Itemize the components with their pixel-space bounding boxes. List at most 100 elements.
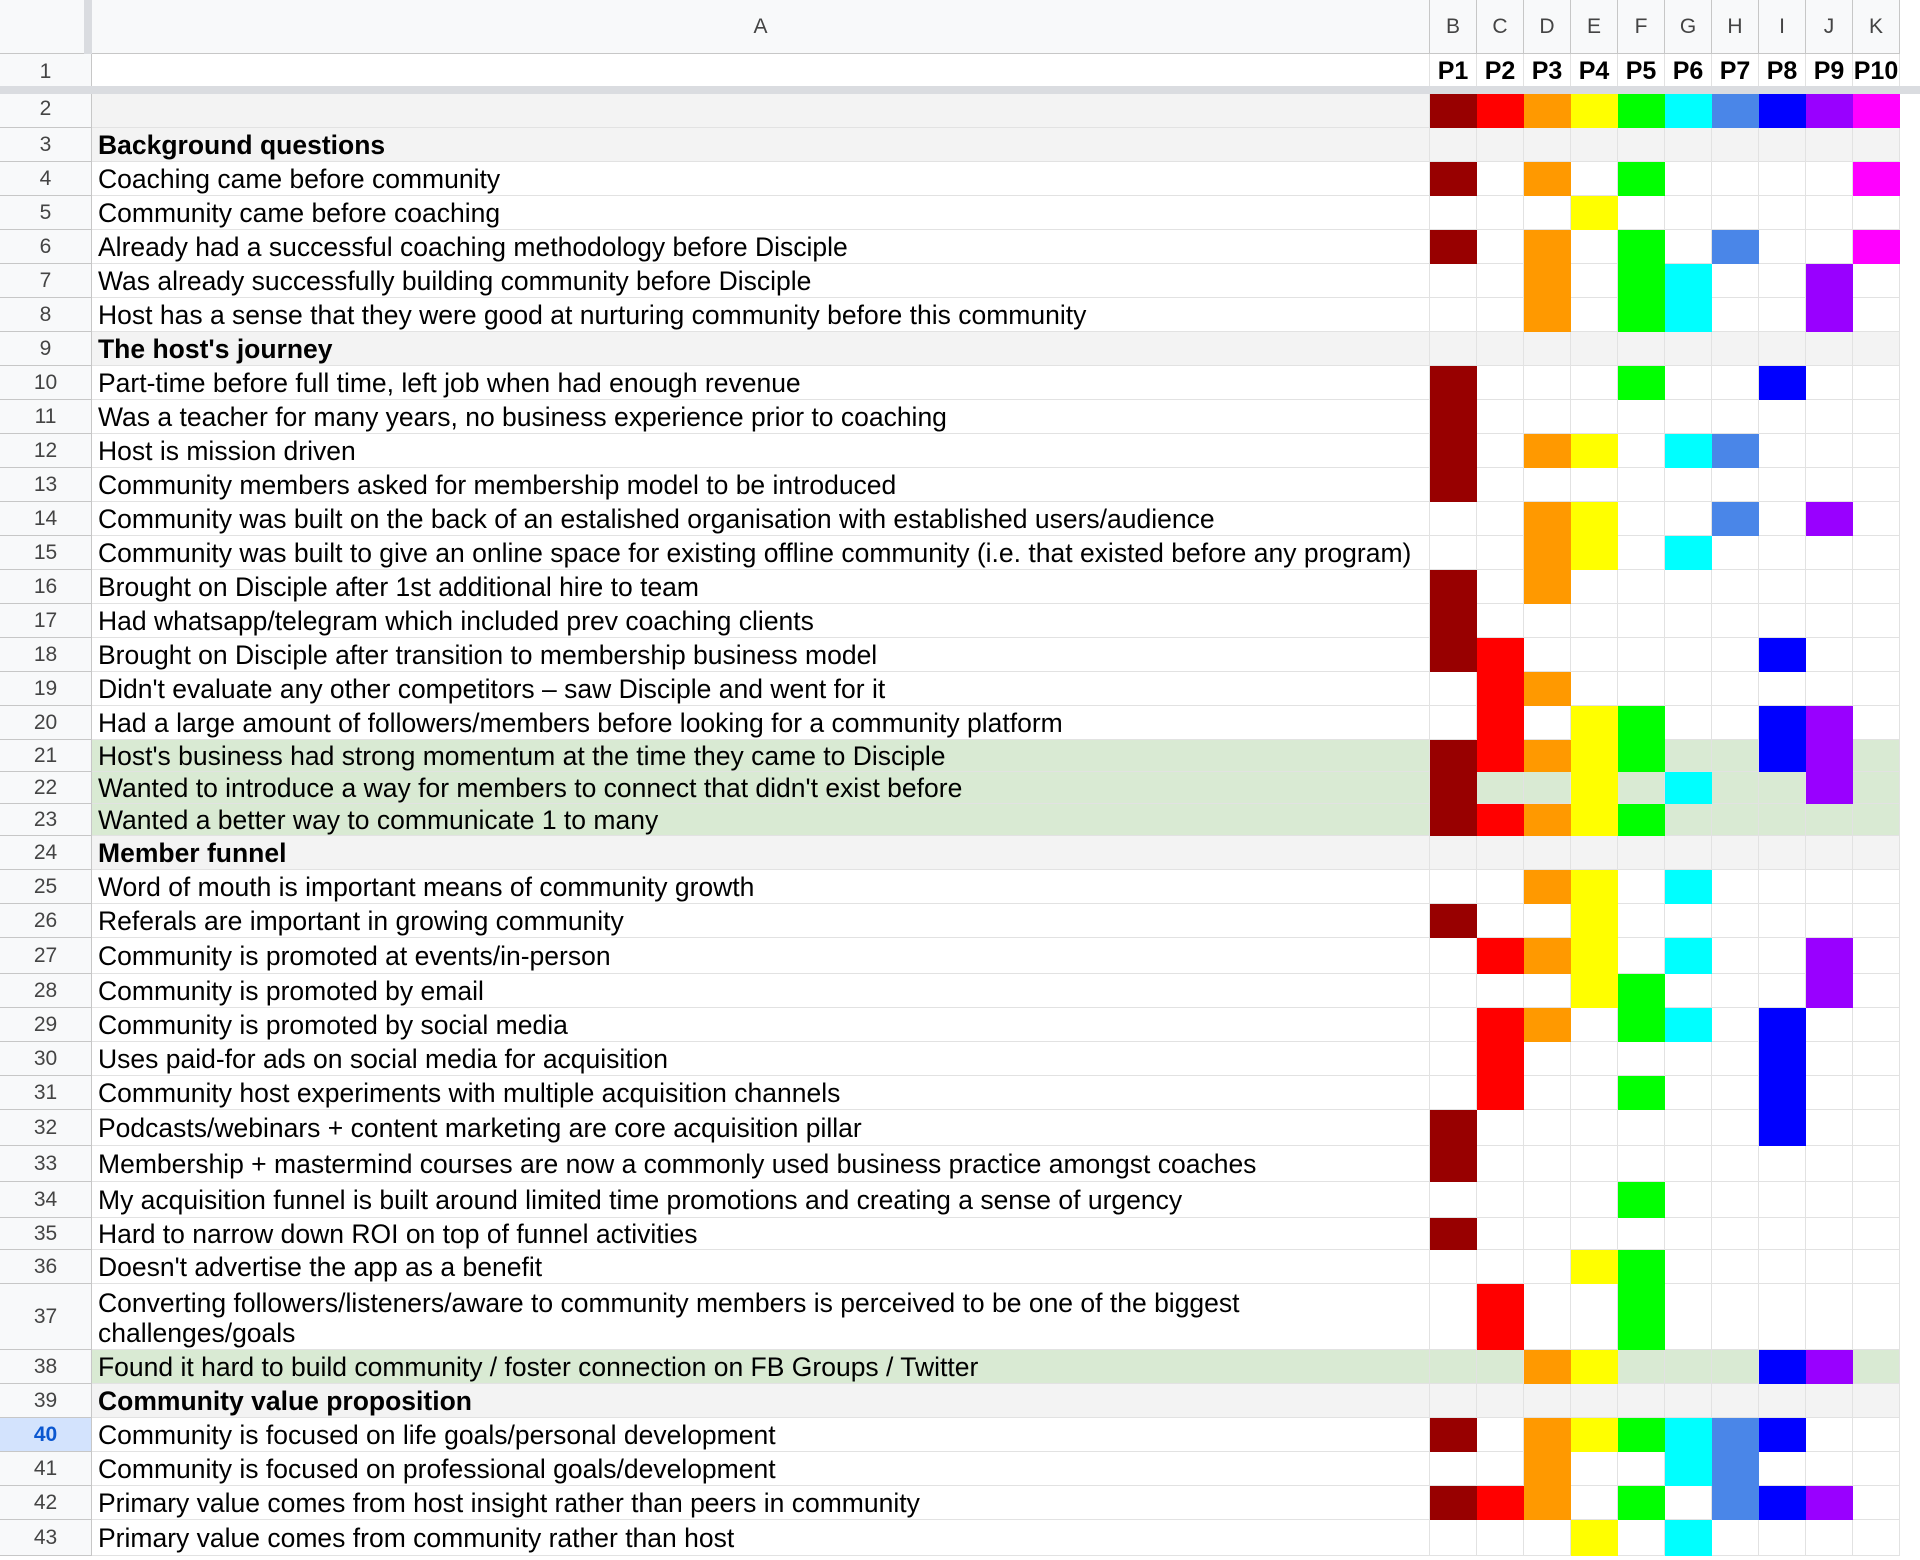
empty-cell[interactable] xyxy=(1853,570,1900,604)
row-header-14[interactable]: 14 xyxy=(0,502,92,536)
empty-cell[interactable] xyxy=(1665,672,1712,706)
marked-cell-p8[interactable] xyxy=(1759,1486,1806,1520)
statement-cell[interactable]: Community came before coaching xyxy=(92,196,1430,230)
empty-cell[interactable] xyxy=(1712,938,1759,974)
empty-cell[interactable] xyxy=(1430,1250,1477,1284)
empty-cell[interactable] xyxy=(1853,804,1900,836)
empty-cell[interactable] xyxy=(1477,1418,1524,1452)
marked-cell-p1[interactable] xyxy=(1430,604,1477,638)
empty-cell[interactable] xyxy=(1853,870,1900,904)
statement-cell[interactable] xyxy=(92,90,1430,128)
statement-cell[interactable]: Primary value comes from host insight ra… xyxy=(92,1486,1430,1520)
empty-cell[interactable] xyxy=(1477,230,1524,264)
marked-cell-p2[interactable] xyxy=(1477,1076,1524,1110)
marked-cell-p6[interactable] xyxy=(1665,938,1712,974)
empty-cell[interactable] xyxy=(1524,1110,1571,1146)
empty-cell[interactable] xyxy=(1430,1042,1477,1076)
empty-cell[interactable] xyxy=(1712,772,1759,804)
empty-cell[interactable] xyxy=(1806,1076,1853,1110)
empty-cell[interactable] xyxy=(1618,1042,1665,1076)
empty-cell[interactable] xyxy=(1477,1384,1524,1418)
empty-cell[interactable] xyxy=(1853,1284,1900,1350)
column-header-g[interactable]: G xyxy=(1665,0,1712,54)
empty-cell[interactable] xyxy=(1712,400,1759,434)
marked-cell-p5[interactable] xyxy=(1618,264,1665,298)
empty-cell[interactable] xyxy=(1712,1110,1759,1146)
empty-cell[interactable] xyxy=(1665,1218,1712,1250)
empty-cell[interactable] xyxy=(1712,974,1759,1008)
empty-cell[interactable] xyxy=(1759,196,1806,230)
empty-cell[interactable] xyxy=(1665,1110,1712,1146)
empty-cell[interactable] xyxy=(1618,332,1665,366)
marked-cell-p1[interactable] xyxy=(1430,1146,1477,1182)
marked-cell-p1[interactable] xyxy=(1430,230,1477,264)
marked-cell-p5[interactable] xyxy=(1618,366,1665,400)
empty-cell[interactable] xyxy=(1618,536,1665,570)
marked-cell-p3[interactable] xyxy=(1524,162,1571,196)
marked-cell-p7[interactable] xyxy=(1712,230,1759,264)
statement-cell[interactable]: Found it hard to build community / foste… xyxy=(92,1350,1430,1384)
column-header-k[interactable]: K xyxy=(1853,0,1900,54)
statement-cell[interactable]: Word of mouth is important means of comm… xyxy=(92,870,1430,904)
marked-cell-p5[interactable] xyxy=(1618,1284,1665,1350)
empty-cell[interactable] xyxy=(1806,638,1853,672)
row-header-24[interactable]: 24 xyxy=(0,836,92,870)
empty-cell[interactable] xyxy=(1806,672,1853,706)
empty-cell[interactable] xyxy=(1618,604,1665,638)
empty-cell[interactable] xyxy=(1571,128,1618,162)
empty-cell[interactable] xyxy=(1853,772,1900,804)
statement-cell[interactable]: Community is focused on professional goa… xyxy=(92,1452,1430,1486)
empty-cell[interactable] xyxy=(1571,298,1618,332)
empty-cell[interactable] xyxy=(1853,128,1900,162)
column-header-a[interactable]: A xyxy=(92,0,1430,54)
marked-cell-p2[interactable] xyxy=(1477,1486,1524,1520)
empty-cell[interactable] xyxy=(1665,468,1712,502)
row-header-8[interactable]: 8 xyxy=(0,298,92,332)
row-header-40[interactable]: 40 xyxy=(0,1418,92,1452)
marked-cell-p3[interactable] xyxy=(1524,1418,1571,1452)
marked-cell-p6[interactable] xyxy=(1665,1520,1712,1556)
marked-cell-p2[interactable] xyxy=(1477,938,1524,974)
empty-cell[interactable] xyxy=(1524,128,1571,162)
empty-cell[interactable] xyxy=(1477,196,1524,230)
empty-cell[interactable] xyxy=(1853,1452,1900,1486)
row-header-17[interactable]: 17 xyxy=(0,604,92,638)
marked-cell-p4[interactable] xyxy=(1571,938,1618,974)
statement-cell[interactable]: Had whatsapp/telegram which included pre… xyxy=(92,604,1430,638)
empty-cell[interactable] xyxy=(1665,706,1712,740)
empty-cell[interactable] xyxy=(1806,366,1853,400)
marked-cell-p5[interactable] xyxy=(1618,1418,1665,1452)
empty-cell[interactable] xyxy=(1853,1182,1900,1218)
empty-cell[interactable] xyxy=(1524,400,1571,434)
empty-cell[interactable] xyxy=(1806,128,1853,162)
marked-cell-p1[interactable] xyxy=(1430,366,1477,400)
empty-cell[interactable] xyxy=(1430,298,1477,332)
empty-cell[interactable] xyxy=(1759,298,1806,332)
marked-cell-p9[interactable] xyxy=(1806,974,1853,1008)
marked-cell-p9[interactable] xyxy=(1806,502,1853,536)
empty-cell[interactable] xyxy=(1430,1350,1477,1384)
empty-cell[interactable] xyxy=(1477,1110,1524,1146)
empty-cell[interactable] xyxy=(1712,1350,1759,1384)
marked-cell-p5[interactable] xyxy=(1618,1076,1665,1110)
marked-cell-p7[interactable] xyxy=(1712,90,1759,128)
empty-cell[interactable] xyxy=(1524,904,1571,938)
marked-cell-p5[interactable] xyxy=(1618,740,1665,772)
marked-cell-p3[interactable] xyxy=(1524,672,1571,706)
statement-cell[interactable]: Didn't evaluate any other competitors – … xyxy=(92,672,1430,706)
empty-cell[interactable] xyxy=(1430,870,1477,904)
empty-cell[interactable] xyxy=(1853,366,1900,400)
marked-cell-p10[interactable] xyxy=(1853,230,1900,264)
empty-cell[interactable] xyxy=(1524,1218,1571,1250)
empty-cell[interactable] xyxy=(1665,638,1712,672)
marked-cell-p2[interactable] xyxy=(1477,804,1524,836)
empty-cell[interactable] xyxy=(1618,1520,1665,1556)
empty-cell[interactable] xyxy=(1853,836,1900,870)
empty-cell[interactable] xyxy=(1477,974,1524,1008)
marked-cell-p2[interactable] xyxy=(1477,1008,1524,1042)
marked-cell-p3[interactable] xyxy=(1524,502,1571,536)
empty-cell[interactable] xyxy=(1430,836,1477,870)
row-header-27[interactable]: 27 xyxy=(0,938,92,974)
marked-cell-p3[interactable] xyxy=(1524,230,1571,264)
marked-cell-p9[interactable] xyxy=(1806,938,1853,974)
